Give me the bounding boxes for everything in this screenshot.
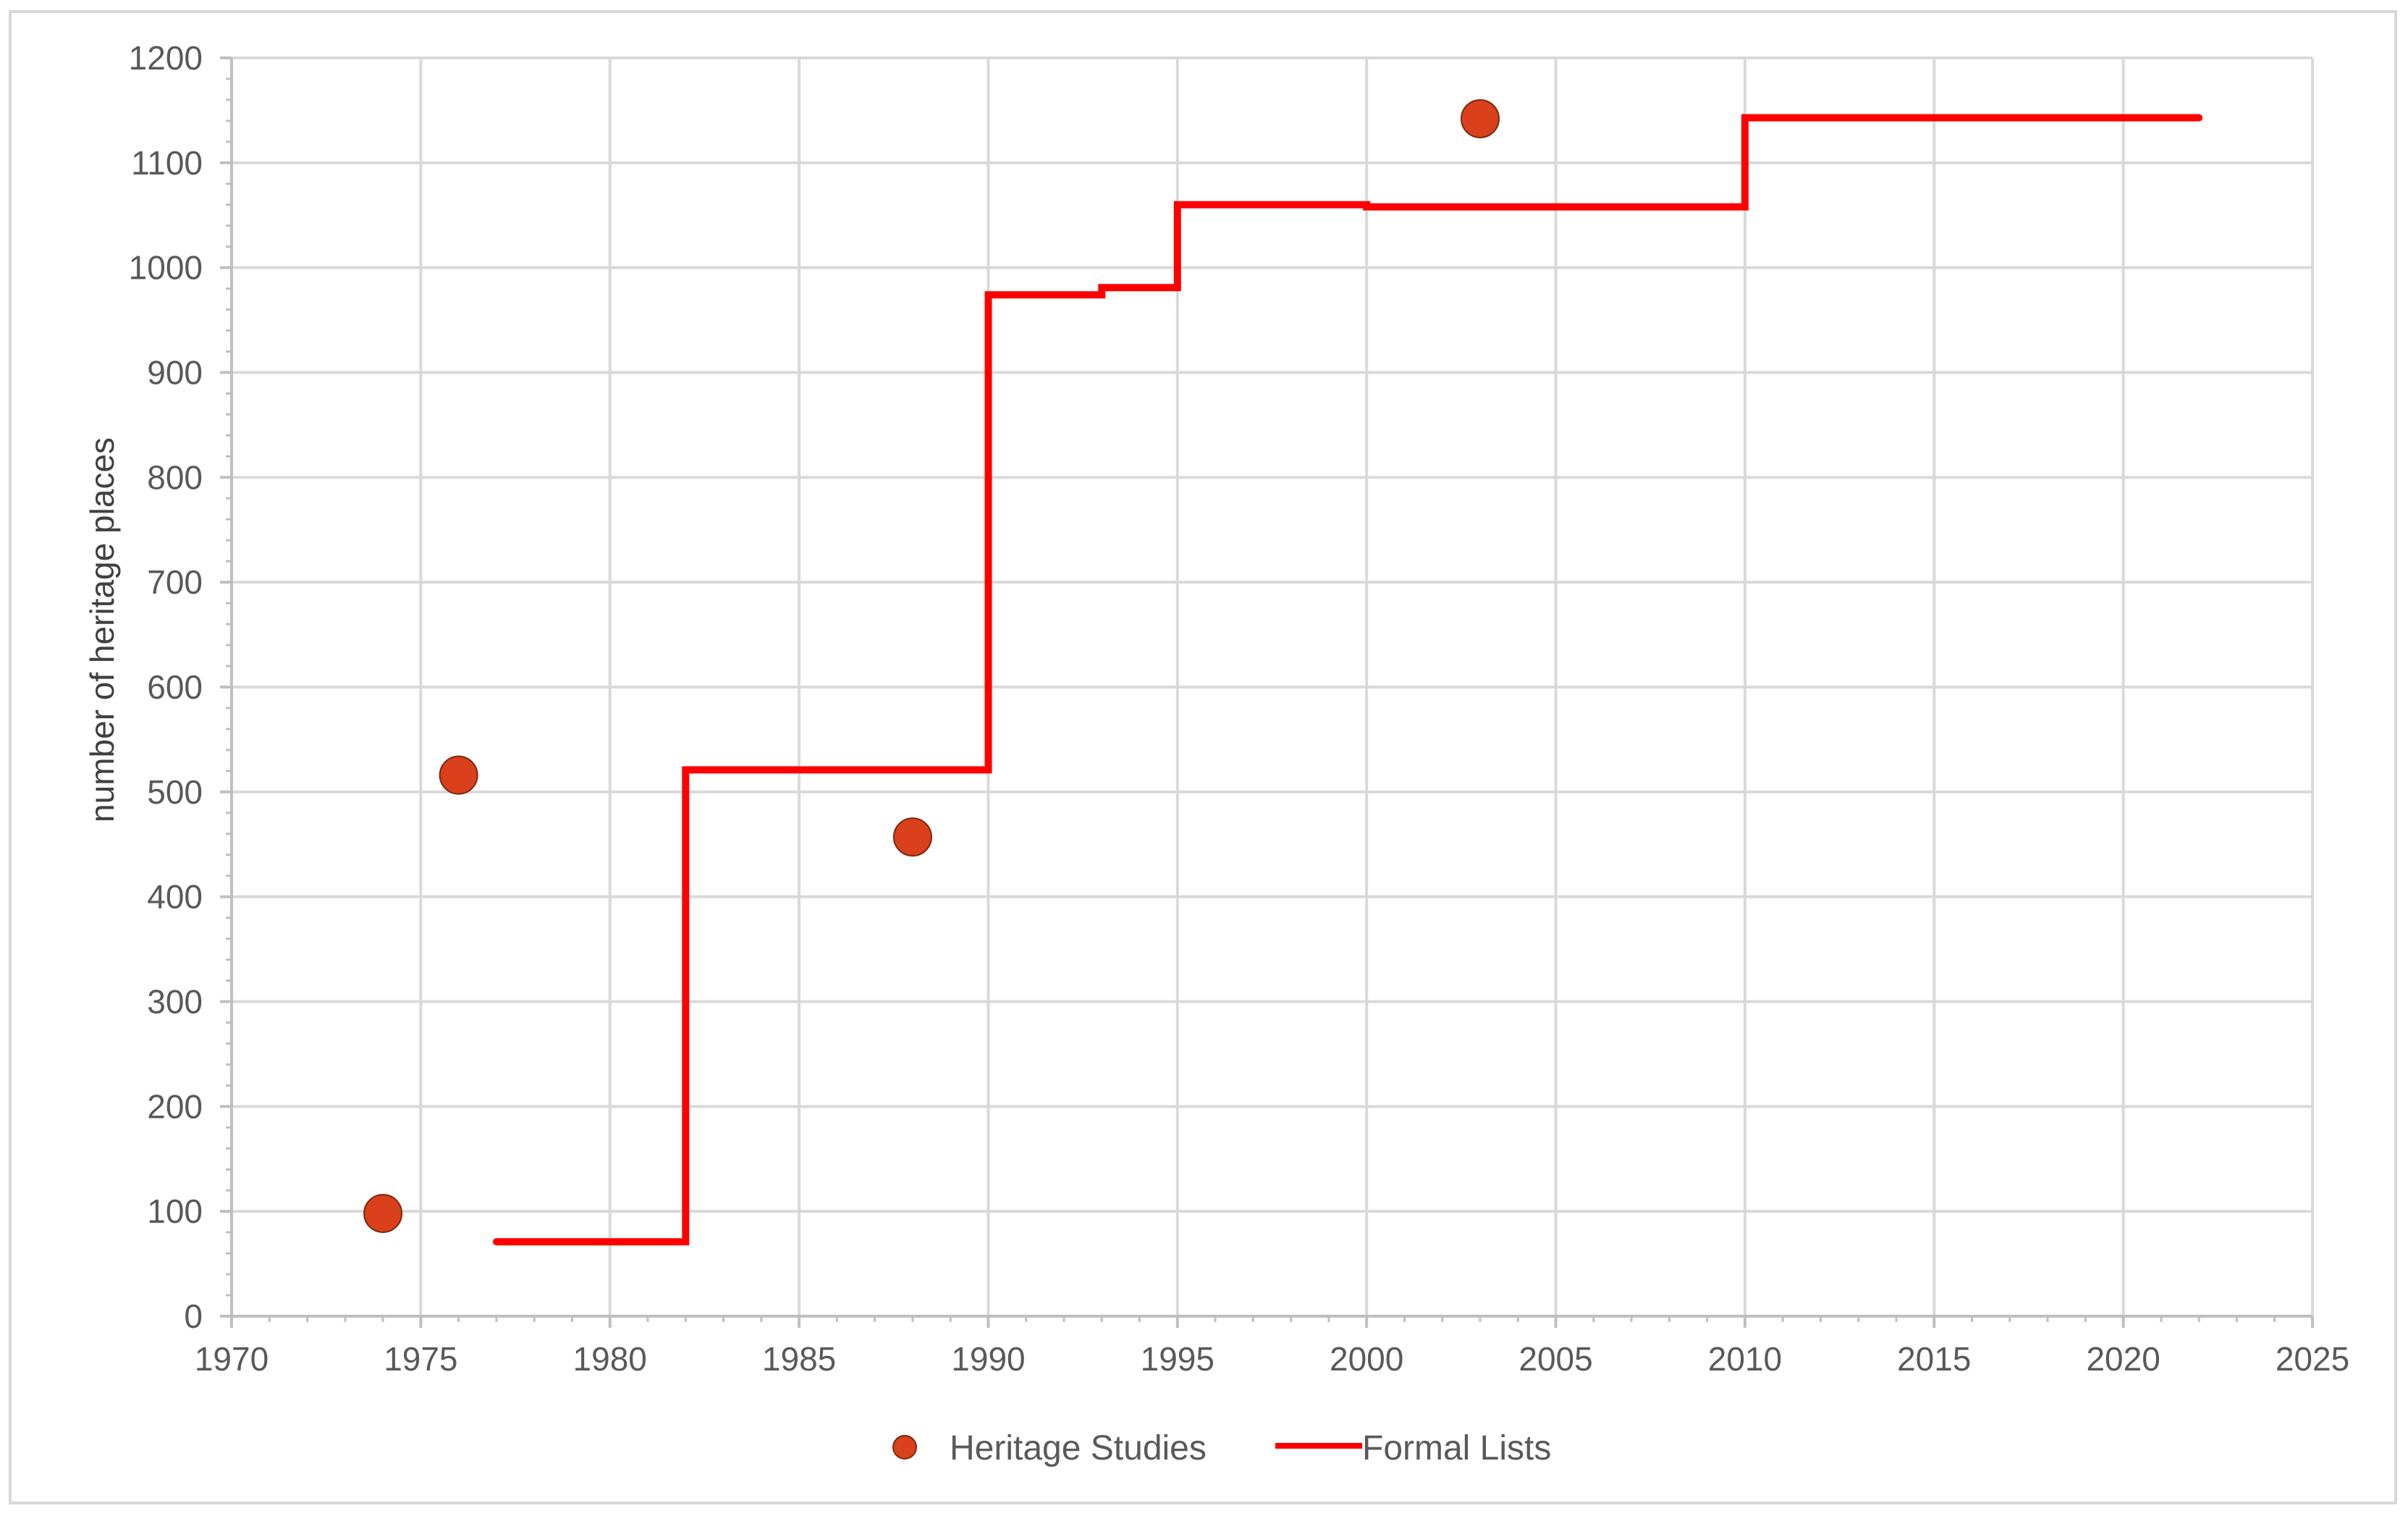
heritage-study-point <box>1461 99 1500 139</box>
heritage-study-point <box>892 817 932 857</box>
y-tick-label: 200 <box>147 1087 203 1125</box>
x-tick-label: 2005 <box>1518 1340 1592 1378</box>
y-tick-label: 1200 <box>129 39 203 77</box>
y-tick-label: 400 <box>147 878 203 916</box>
y-tick-label: 100 <box>147 1192 203 1230</box>
y-tick-label: 900 <box>147 354 203 392</box>
x-tick-label: 2000 <box>1330 1340 1403 1378</box>
x-tick-label: 1975 <box>384 1340 457 1378</box>
heritage-study-point <box>439 755 478 795</box>
y-tick-label: 600 <box>147 668 203 706</box>
chart-frame <box>9 10 2397 1504</box>
legend-label-formal-lists: Formal Lists <box>1362 1429 1551 1467</box>
y-tick-label: 800 <box>147 458 203 496</box>
legend-marker-heritage-studies <box>892 1435 917 1460</box>
y-tick-label: 700 <box>147 563 203 601</box>
plot-area <box>363 99 2203 1246</box>
y-tick-label: 300 <box>147 983 203 1021</box>
y-tick-label: 1000 <box>129 249 203 287</box>
x-tick-label: 1985 <box>762 1340 836 1378</box>
x-tick-label: 1995 <box>1141 1340 1214 1378</box>
y-tick-label: 1100 <box>131 144 203 182</box>
y-tick-label: 500 <box>147 773 203 811</box>
x-tick-label: 2015 <box>1897 1340 1971 1378</box>
x-tick-label: 2025 <box>2276 1340 2349 1378</box>
x-tick-label: 2020 <box>2086 1340 2160 1378</box>
heritage-study-point <box>363 1194 403 1234</box>
x-tick-label: 1990 <box>951 1340 1025 1378</box>
legend: Heritage Studies Formal Lists <box>892 1429 1551 1467</box>
formal-lists-line <box>492 114 2203 1246</box>
y-axis-title: number of heritage places <box>83 437 121 822</box>
x-tick-label: 1970 <box>195 1340 269 1378</box>
x-tick-label: 1980 <box>573 1340 647 1378</box>
grid <box>232 56 2314 1316</box>
x-tick-label: 2010 <box>1708 1340 1782 1378</box>
y-tick-label: 0 <box>184 1297 203 1335</box>
axes: 0 100 200 300 400 500 600 700 800 900 1000 1100 1200… <box>129 39 2350 1378</box>
legend-label-heritage-studies: Heritage Studies <box>950 1429 1207 1467</box>
